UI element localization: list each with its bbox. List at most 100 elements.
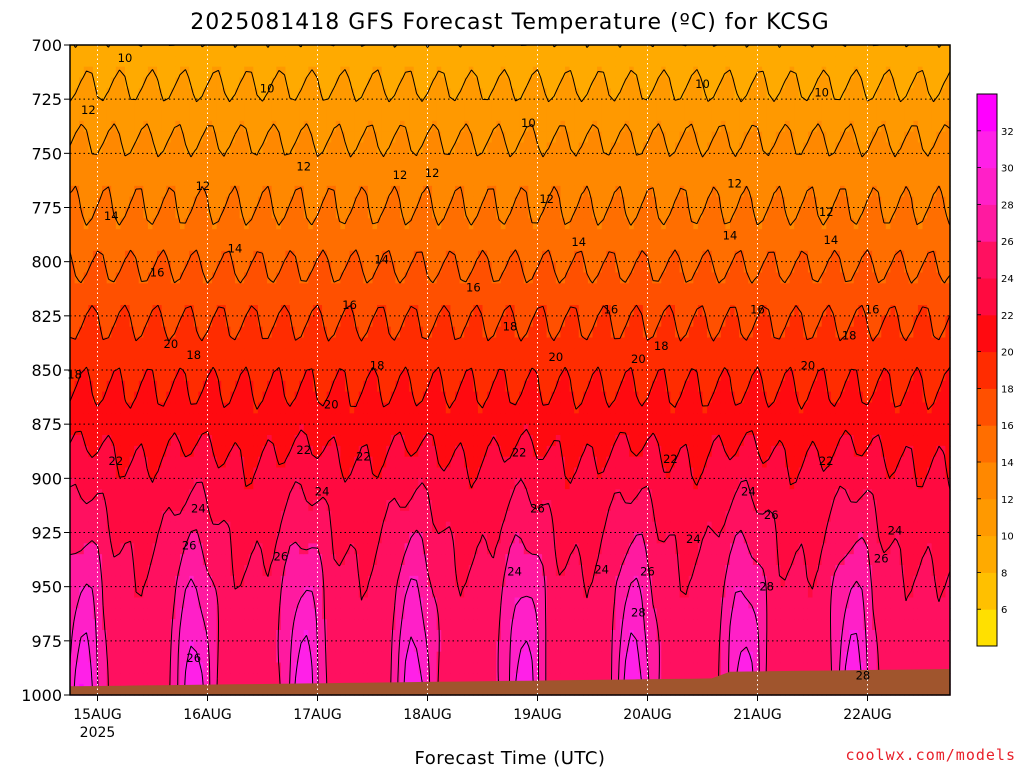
- field-cell: [294, 337, 300, 349]
- field-cell: [147, 359, 154, 371]
- field-cell: [88, 673, 94, 685]
- field-cell: [244, 348, 250, 360]
- field-cell: [134, 261, 140, 274]
- field-cell: [83, 662, 89, 674]
- field-cell: [390, 218, 397, 230]
- field-cell: [235, 510, 241, 523]
- field-cell: [180, 207, 186, 219]
- field-cell: [207, 99, 213, 111]
- field-cell: [299, 175, 305, 187]
- field-cell: [322, 380, 328, 393]
- field-cell: [400, 250, 406, 263]
- field-cell: [345, 55, 351, 68]
- field-cell: [74, 619, 80, 631]
- field-cell: [92, 402, 99, 414]
- field-cell: [125, 294, 131, 306]
- field-cell: [299, 250, 305, 263]
- field-cell: [331, 370, 337, 382]
- field-cell: [83, 348, 89, 360]
- field-cell: [111, 45, 117, 57]
- field-cell: [202, 554, 209, 566]
- field-cell: [358, 597, 364, 609]
- field-cell: [180, 478, 186, 490]
- field-cell: [381, 608, 387, 620]
- field-cell: [390, 175, 397, 187]
- field-cell: [267, 597, 273, 609]
- field-cell: [262, 586, 268, 599]
- field-cell: [74, 229, 80, 241]
- field-cell: [331, 77, 337, 89]
- field-cell: [290, 250, 296, 263]
- field-cell: [345, 294, 351, 306]
- field-cell: [400, 391, 406, 404]
- field-cell: [79, 175, 85, 187]
- field-cell: [386, 565, 392, 577]
- field-cell: [409, 565, 415, 577]
- field-cell: [138, 380, 144, 393]
- field-cell: [189, 99, 195, 111]
- field-cell: [322, 175, 328, 187]
- field-cell: [147, 391, 154, 404]
- field-cell: [299, 120, 305, 133]
- field-cell: [120, 120, 126, 133]
- field-cell: [303, 218, 309, 230]
- field-cell: [308, 575, 314, 588]
- field-cell: [326, 402, 332, 414]
- field-cell: [106, 554, 112, 566]
- field-cell: [115, 337, 122, 349]
- field-cell: [230, 305, 236, 317]
- field-cell: [134, 619, 140, 631]
- field-cell: [317, 391, 323, 404]
- field-cell: [349, 131, 355, 144]
- field-cell: [92, 662, 99, 674]
- field-cell: [345, 532, 351, 544]
- field-cell: [267, 99, 273, 111]
- field-cell: [276, 532, 282, 544]
- field-cell: [290, 467, 296, 479]
- field-cell: [83, 532, 89, 544]
- field-cell: [358, 391, 364, 404]
- field-cell: [180, 99, 186, 111]
- field-cell: [257, 153, 264, 165]
- field-cell: [170, 229, 177, 241]
- field-cell: [161, 662, 167, 674]
- field-cell: [358, 640, 364, 653]
- field-cell: [441, 640, 447, 653]
- field-cell: [276, 153, 282, 165]
- field-cell: [317, 175, 323, 187]
- field-cell: [441, 359, 447, 371]
- field-cell: [115, 662, 122, 674]
- field-cell: [212, 77, 218, 89]
- field-cell: [345, 337, 351, 349]
- field-cell: [436, 175, 442, 187]
- field-cell: [312, 586, 319, 599]
- field-cell: [161, 521, 167, 534]
- field-cell: [166, 110, 172, 122]
- field-cell: [363, 565, 369, 577]
- field-cell: [221, 500, 227, 512]
- field-cell: [441, 326, 447, 339]
- field-cell: [193, 164, 199, 176]
- field-cell: [207, 110, 213, 122]
- field-cell: [248, 554, 254, 566]
- field-cell: [340, 608, 346, 620]
- field-cell: [381, 619, 387, 631]
- field-cell: [152, 630, 158, 642]
- field-cell: [445, 597, 452, 609]
- field-cell: [331, 348, 337, 360]
- field-cell: [418, 662, 424, 674]
- field-cell: [285, 348, 291, 360]
- field-cell: [102, 66, 108, 79]
- field-cell: [418, 55, 424, 68]
- field-cell: [170, 315, 177, 328]
- field-cell: [212, 240, 218, 252]
- field-cell: [427, 370, 433, 382]
- field-cell: [427, 326, 433, 339]
- field-cell: [257, 651, 264, 664]
- field-cell: [157, 337, 163, 349]
- field-cell: [138, 565, 144, 577]
- field-cell: [386, 467, 392, 479]
- field-cell: [312, 294, 319, 306]
- field-cell: [358, 294, 364, 306]
- field-cell: [161, 489, 167, 501]
